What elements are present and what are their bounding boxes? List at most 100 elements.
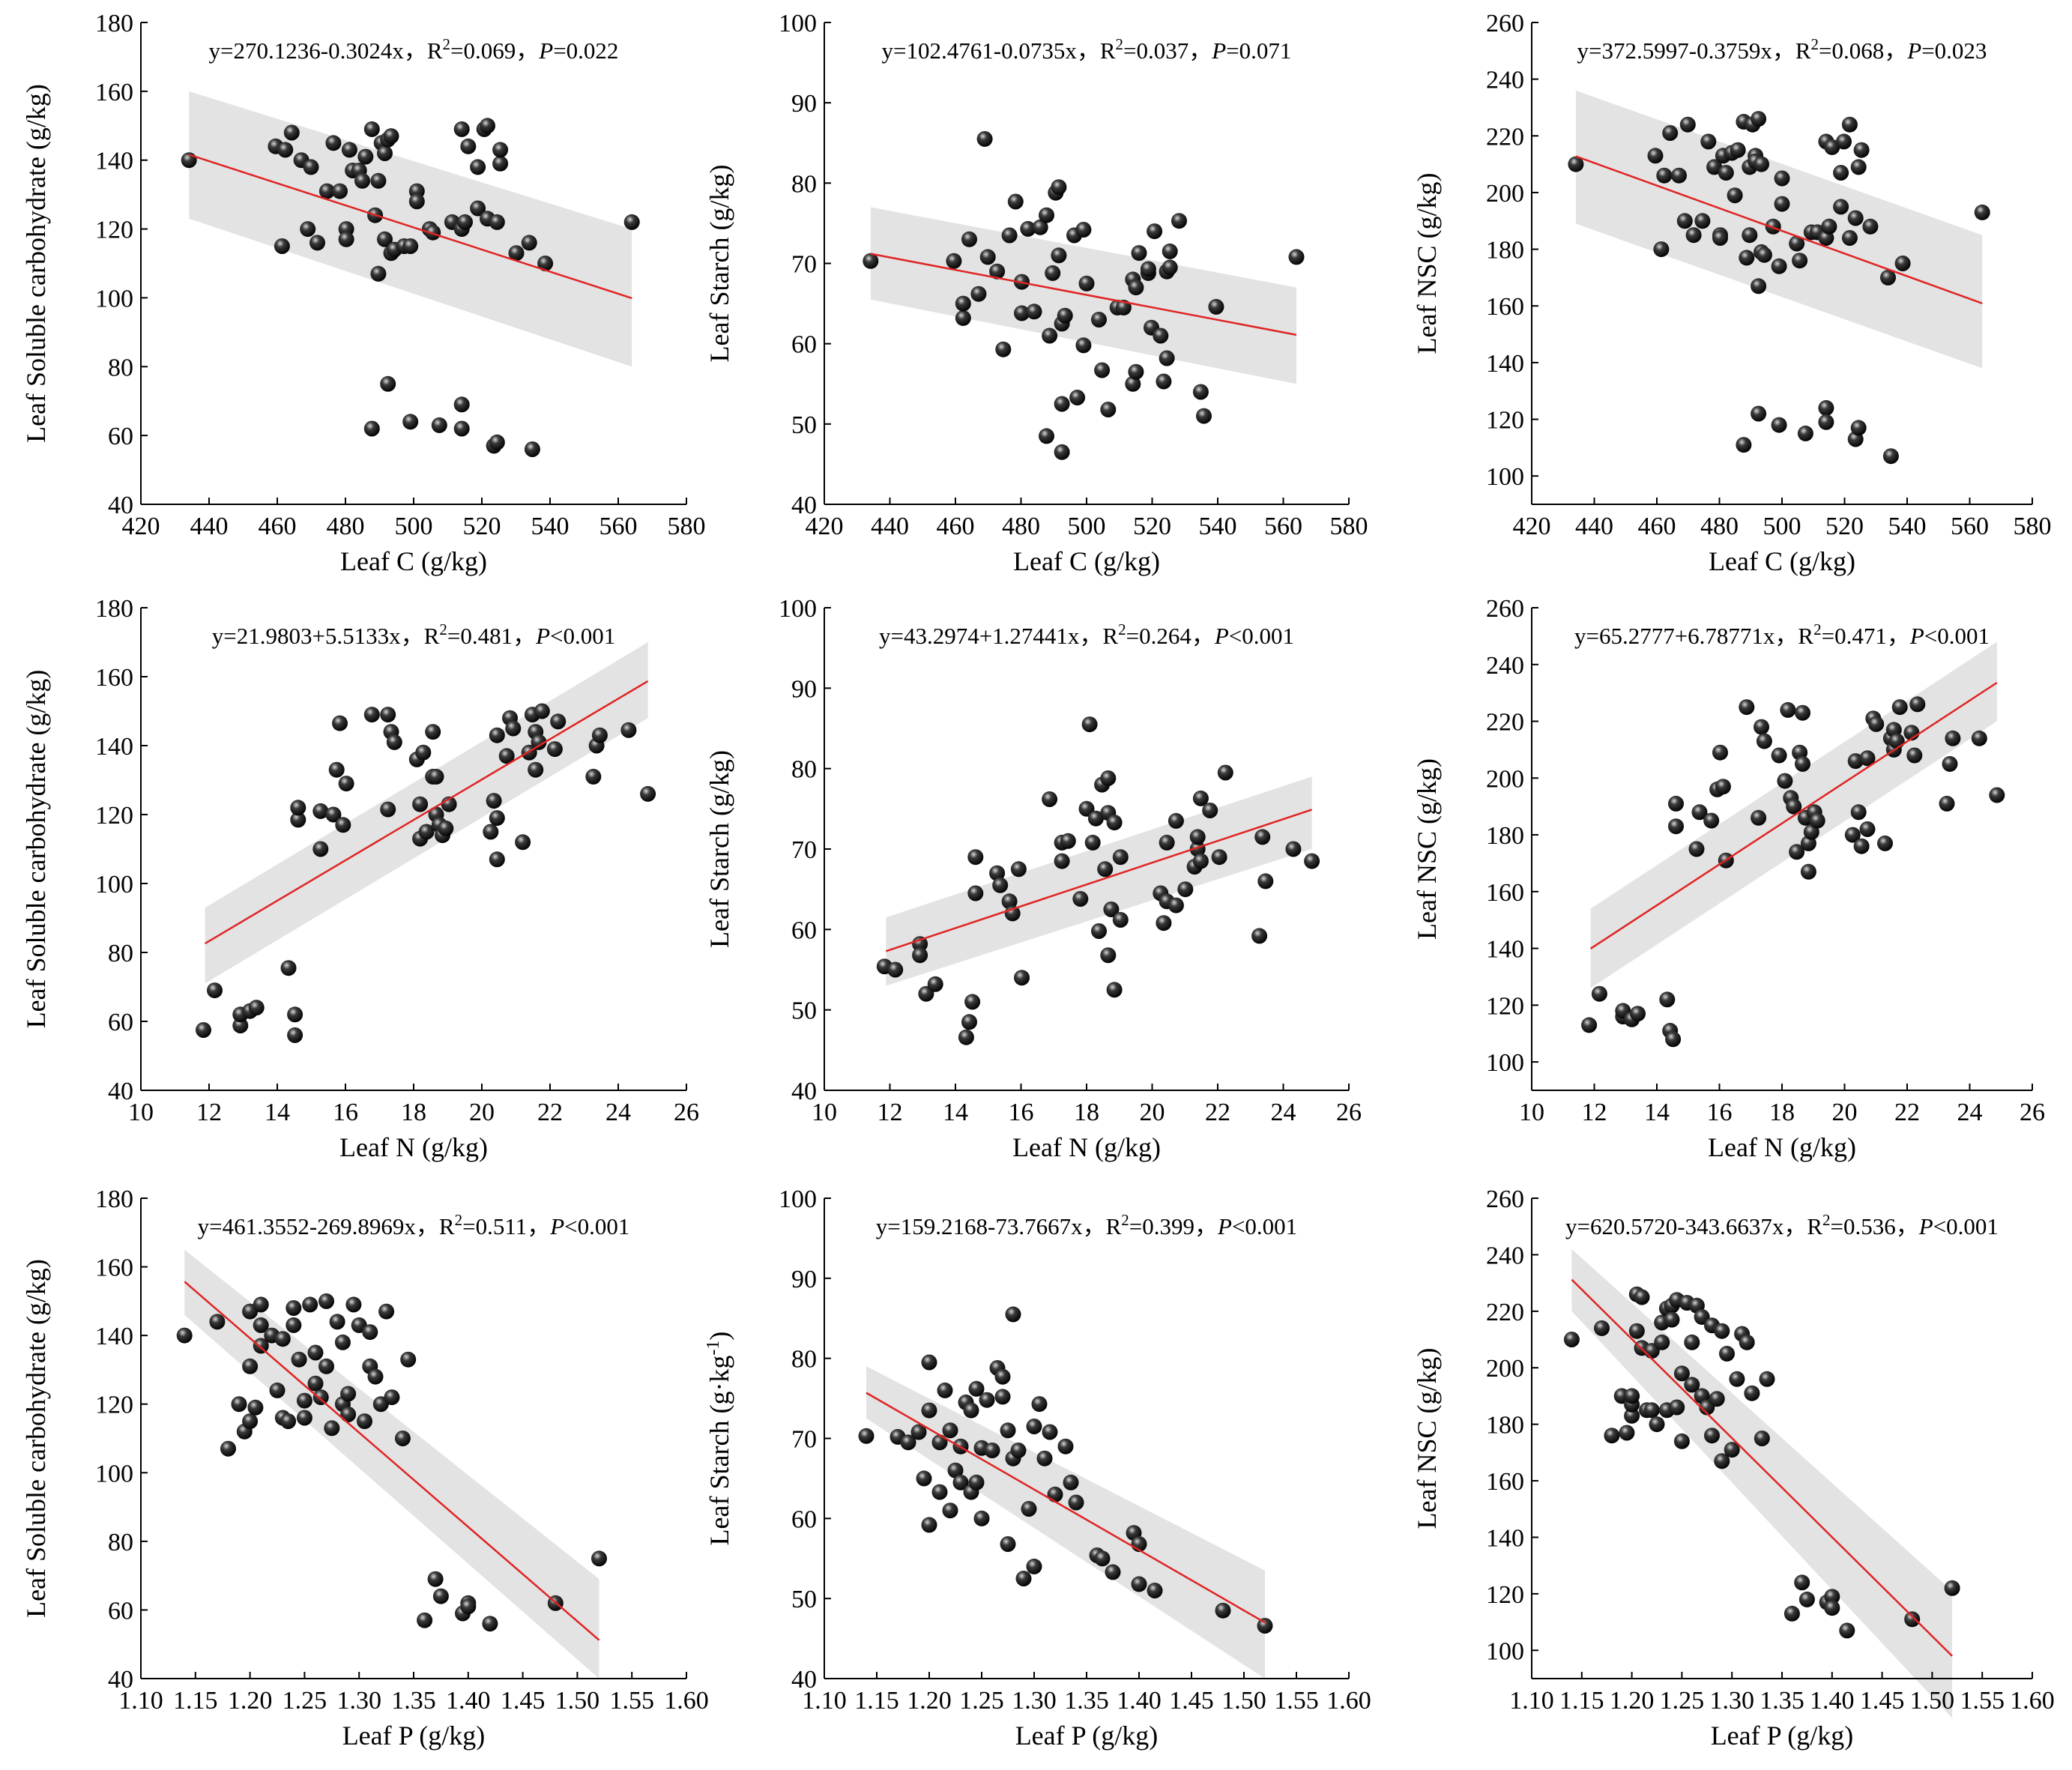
data-point	[1068, 1494, 1084, 1511]
data-point	[931, 1484, 948, 1500]
y-tick-label: 160	[95, 1254, 133, 1282]
x-axis-title: Leaf P (g/kg)	[1711, 1721, 1854, 1751]
data-point	[1714, 1323, 1730, 1339]
data-point	[528, 761, 544, 778]
x-tick-label: 16	[1707, 1099, 1733, 1126]
data-point	[300, 221, 316, 238]
data-point	[1662, 125, 1679, 141]
data-point	[1087, 810, 1104, 827]
data-point	[357, 148, 374, 165]
data-point	[591, 1550, 607, 1567]
x-tick-label: 580	[1330, 513, 1368, 540]
data-point	[318, 1293, 334, 1309]
data-point	[296, 1392, 312, 1409]
x-tick-label: 12	[196, 1099, 222, 1126]
data-point	[968, 1380, 985, 1397]
data-point	[1700, 133, 1717, 150]
data-point	[328, 761, 345, 778]
data-point	[1909, 696, 1926, 713]
data-point	[1106, 982, 1123, 998]
y-tick-label: 100	[1486, 463, 1524, 491]
data-point	[973, 1510, 990, 1526]
data-point	[863, 253, 879, 269]
data-point	[460, 1598, 477, 1615]
confidence-band	[189, 91, 632, 367]
x-tick-label: 1.55	[1960, 1687, 2005, 1715]
x-tick-label: 12	[878, 1099, 903, 1126]
data-point	[640, 785, 656, 802]
x-tick-label: 480	[1700, 513, 1739, 540]
data-point	[921, 1517, 937, 1533]
data-point	[492, 142, 509, 158]
data-point	[1000, 1422, 1016, 1439]
data-point	[515, 834, 531, 851]
data-point	[1714, 1453, 1730, 1470]
x-tick-label: 26	[2020, 1099, 2045, 1126]
data-point	[1653, 241, 1670, 258]
data-point	[963, 1402, 979, 1419]
data-point	[1568, 156, 1584, 172]
data-point	[1624, 1388, 1640, 1404]
x-tick-label: 1.30	[1012, 1687, 1057, 1715]
x-tick-label: 1.10	[118, 1687, 163, 1715]
x-tick-label: 440	[871, 513, 909, 540]
data-point	[290, 812, 306, 828]
data-point	[1628, 1323, 1645, 1339]
data-point	[489, 810, 505, 827]
x-tick-label: 1.10	[1509, 1687, 1554, 1715]
data-point	[1007, 193, 1024, 210]
x-tick-label: 1.35	[1760, 1687, 1804, 1715]
data-point	[253, 1296, 269, 1313]
regression-line	[1571, 1278, 1953, 1657]
data-point	[1563, 1332, 1580, 1347]
data-point	[417, 1612, 433, 1628]
y-tick-label: 100	[95, 1460, 133, 1487]
y-tick-label: 90	[791, 90, 817, 118]
data-point	[400, 1351, 417, 1368]
chart-panel-3: 420 440 460 480 500 520 540 560 580 100 120 140 160 1…	[1412, 10, 2052, 576]
x-tick-label: 24	[1957, 1099, 1983, 1126]
data-point	[1131, 245, 1147, 262]
data-point	[964, 994, 981, 1010]
data-point	[1112, 849, 1129, 866]
x-axis-title: Leaf N (g/kg)	[1708, 1132, 1856, 1162]
y-tick-label: 90	[791, 675, 817, 703]
data-point	[1818, 399, 1834, 416]
x-tick-label: 420	[1513, 513, 1551, 540]
data-point	[1718, 165, 1734, 181]
data-points	[1568, 111, 1990, 465]
data-point	[546, 741, 563, 758]
data-point	[1125, 375, 1141, 392]
y-tick-label: 180	[1486, 822, 1524, 850]
data-point	[248, 1000, 265, 1016]
data-point	[1945, 730, 1961, 746]
data-point	[1081, 716, 1098, 733]
data-point	[354, 172, 370, 189]
data-point	[916, 1470, 932, 1487]
confidence-band	[1571, 1248, 1953, 1718]
data-point	[1821, 218, 1837, 235]
data-point	[1833, 165, 1849, 181]
x-tick-label: 1.20	[907, 1687, 952, 1715]
data-point	[242, 1358, 259, 1374]
data-point	[269, 1382, 286, 1398]
regression-line	[205, 680, 649, 945]
data-point	[1824, 139, 1840, 155]
y-tick-label: 60	[108, 1597, 133, 1625]
data-point	[989, 263, 1006, 280]
regression-equation: y=620.5720-343.6637x，R2=0.536，P<0.001	[1565, 1211, 1999, 1239]
data-point	[1075, 337, 1092, 354]
y-tick-label: 60	[791, 1505, 817, 1533]
x-tick-label: 1.50	[555, 1687, 600, 1715]
data-point	[1047, 1486, 1063, 1502]
data-point	[1862, 218, 1879, 235]
data-point	[1091, 923, 1107, 939]
data-point	[1841, 116, 1858, 133]
y-tick-label: 120	[1486, 992, 1524, 1020]
data-point	[989, 865, 1006, 881]
data-point	[209, 1314, 226, 1330]
data-point	[1054, 396, 1070, 412]
data-points	[1563, 1286, 1960, 1639]
y-tick-label: 220	[1486, 123, 1524, 151]
y-tick-label: 60	[108, 1009, 133, 1036]
